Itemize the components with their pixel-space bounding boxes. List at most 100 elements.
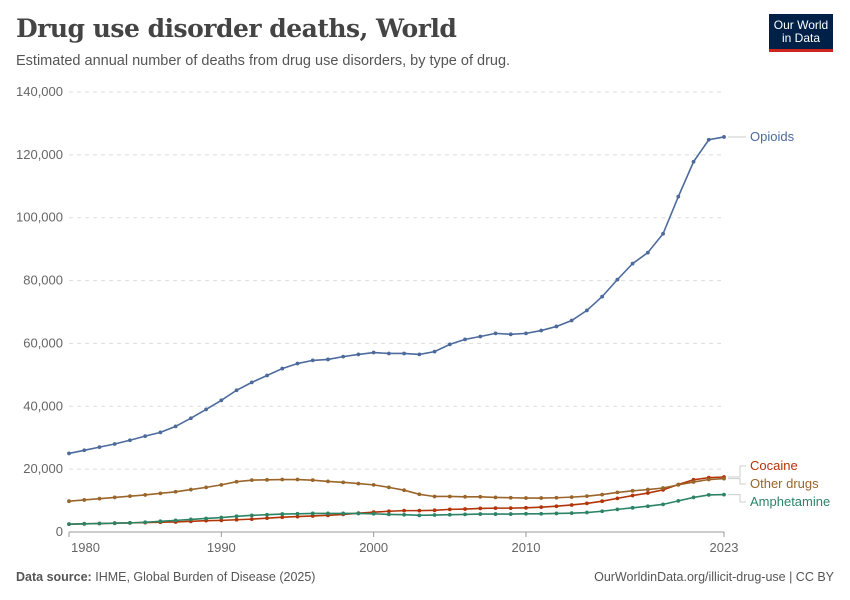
data-point: [97, 521, 102, 526]
data-point: [447, 512, 452, 517]
data-point: [478, 506, 483, 511]
data-point: [447, 507, 452, 512]
series-line-opioids: [68, 136, 725, 455]
data-point: [645, 250, 650, 255]
data-point: [706, 493, 711, 497]
data-point: [493, 495, 498, 500]
data-point: [676, 482, 681, 487]
data-point: [554, 495, 559, 500]
y-tick-label: 40,000: [23, 398, 63, 413]
data-point: [280, 477, 285, 482]
data-point: [432, 508, 437, 513]
data-point: [402, 488, 407, 493]
label-connector: [728, 494, 746, 503]
data-point: [478, 512, 483, 516]
data-point: [722, 492, 726, 497]
data-point: [432, 494, 437, 499]
data-point: [524, 331, 528, 336]
data-point: [706, 477, 711, 482]
data-point: [265, 477, 269, 482]
data-point: [463, 494, 467, 499]
data-point: [706, 137, 711, 142]
data-point: [219, 518, 224, 523]
data-point: [97, 445, 102, 450]
data-point: [265, 512, 269, 517]
data-point: [158, 519, 163, 524]
data-point: [356, 511, 361, 516]
x-tick-label: 2010: [512, 540, 541, 555]
data-point: [219, 515, 224, 520]
data-source: Data source: IHME, Global Burden of Dise…: [16, 570, 316, 584]
data-point: [432, 349, 437, 354]
data-point: [600, 294, 605, 299]
y-tick-label: 100,000: [16, 210, 63, 225]
data-point: [554, 511, 559, 516]
data-point: [585, 494, 589, 499]
data-point: [371, 350, 376, 355]
data-point: [143, 493, 148, 497]
data-point: [463, 507, 467, 511]
data-point: [386, 509, 391, 514]
data-point: [645, 487, 650, 492]
label-connector: [728, 478, 746, 485]
data-point: [158, 430, 163, 435]
data-point: [645, 491, 650, 495]
series-label: Cocaine: [750, 458, 798, 473]
data-point: [417, 492, 422, 497]
data-point: [539, 505, 544, 510]
x-tick-label: 2023: [710, 540, 739, 555]
x-tick-label: 1990: [207, 540, 236, 555]
y-tick-label: 80,000: [23, 273, 63, 288]
data-point: [615, 496, 620, 501]
data-point: [493, 506, 498, 511]
data-point: [249, 380, 254, 385]
data-point: [310, 358, 315, 363]
data-point: [143, 520, 148, 525]
data-point: [661, 502, 665, 507]
data-point: [463, 512, 467, 517]
data-point: [676, 194, 681, 199]
data-point: [585, 308, 589, 313]
series-label: Opioids: [750, 129, 795, 144]
data-point: [371, 482, 376, 487]
data-point: [341, 511, 346, 516]
data-point: [67, 499, 71, 504]
data-point: [539, 496, 544, 500]
data-point: [280, 366, 285, 371]
data-point: [402, 512, 407, 517]
data-point: [280, 512, 285, 516]
data-point: [661, 486, 665, 490]
data-point: [249, 513, 254, 518]
data-point: [234, 479, 239, 484]
data-point: [326, 357, 330, 362]
data-point: [630, 261, 635, 266]
y-tick-label: 60,000: [23, 335, 63, 350]
data-point: [524, 511, 528, 516]
data-point: [82, 521, 87, 526]
data-point: [326, 479, 330, 484]
data-point: [295, 361, 300, 366]
data-point: [386, 512, 391, 517]
data-point: [585, 501, 589, 506]
data-point: [691, 495, 696, 500]
data-point: [539, 511, 544, 516]
data-point: [219, 482, 224, 487]
data-point: [386, 351, 391, 356]
data-point: [722, 135, 726, 139]
data-point: [249, 517, 254, 522]
data-point: [341, 354, 346, 359]
owid-logo[interactable]: Our World in Data: [769, 14, 833, 52]
data-point: [554, 324, 559, 329]
data-point: [204, 485, 208, 490]
footer-link[interactable]: OurWorldinData.org/illicit-drug-use | CC…: [594, 570, 834, 584]
data-point: [508, 332, 513, 337]
label-connector: [728, 465, 746, 478]
data-point: [128, 520, 132, 525]
data-point: [478, 494, 483, 499]
y-tick-label: 20,000: [23, 461, 63, 476]
data-point: [676, 498, 681, 503]
data-point: [691, 159, 696, 164]
series-label: Amphetamine: [750, 494, 830, 509]
data-point: [386, 485, 391, 490]
